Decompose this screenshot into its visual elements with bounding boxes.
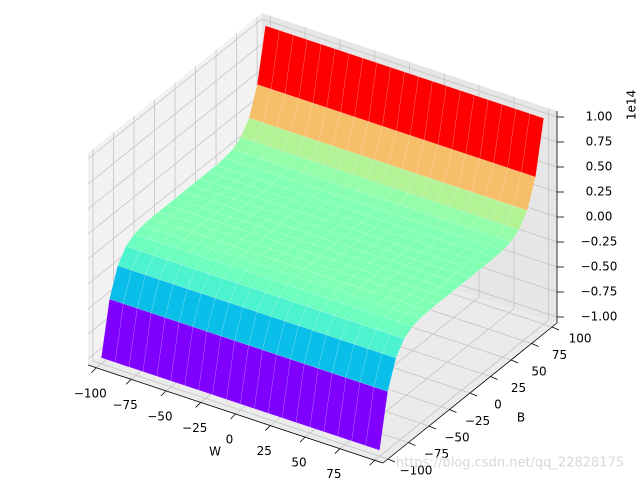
z-tick-label: 0.75 — [586, 135, 613, 149]
grid-line — [87, 43, 263, 185]
tick-mark — [91, 367, 97, 374]
x-tick-label: 25 — [257, 444, 272, 458]
tick-mark — [510, 359, 519, 364]
z-tick-label: 0.50 — [586, 160, 613, 174]
surface-patch — [463, 259, 487, 272]
x-tick-label: −75 — [112, 398, 137, 412]
axis-line — [87, 364, 384, 464]
surface-patch — [488, 236, 512, 251]
y-tick-label: −100 — [399, 464, 432, 478]
tick-mark — [428, 425, 437, 430]
z-tick-label: −0.75 — [581, 285, 618, 299]
z-tick-label: −1.00 — [581, 310, 618, 324]
y-axis-label: B — [517, 411, 525, 425]
tick-mark — [408, 442, 416, 446]
x-tick-label: −100 — [74, 386, 107, 400]
y-tick-label: 50 — [531, 364, 546, 378]
z-offset-label: 1e14 — [625, 90, 639, 120]
tick-mark — [531, 343, 539, 347]
surface-patch — [389, 321, 413, 339]
tick-mark — [469, 392, 478, 397]
grid-line — [87, 68, 263, 210]
surface-patch — [398, 313, 422, 327]
surface-patch — [447, 272, 471, 285]
grid-line — [87, 93, 263, 235]
grid-line — [261, 18, 558, 118]
surface-patch — [521, 113, 545, 178]
surface-patch — [381, 333, 405, 359]
z-tick-label: 0.25 — [586, 185, 613, 199]
axes: −100−75−50−250255075100−100−75−50−250255… — [74, 110, 618, 480]
y-tick-label: 0 — [494, 398, 502, 412]
z-tick-label: −0.50 — [581, 260, 618, 274]
surface-patch — [422, 292, 446, 305]
surface-patch — [480, 245, 504, 258]
grid-line — [87, 118, 263, 260]
z-tick-label: 1.00 — [586, 110, 613, 124]
x-tick-label: 75 — [326, 467, 341, 480]
tick-mark — [334, 448, 341, 454]
y-tick-label: −25 — [465, 414, 490, 428]
tick-mark — [449, 409, 457, 413]
surface-patch — [439, 279, 463, 292]
tick-mark — [299, 436, 306, 443]
z-tick-label: −0.25 — [581, 235, 618, 249]
tick-mark — [551, 326, 560, 331]
grid-line — [92, 360, 389, 460]
y-tick-label: 25 — [511, 381, 526, 395]
tick-mark — [387, 458, 396, 463]
x-axis-label: W — [209, 445, 221, 459]
x-tick-label: −50 — [147, 409, 172, 423]
tick-mark — [195, 402, 201, 408]
x-tick-label: 100 — [357, 479, 380, 480]
x-tick-label: 50 — [291, 456, 306, 470]
z-tick-label: 0.00 — [586, 210, 613, 224]
surface-patch — [430, 285, 454, 298]
surface-patch — [414, 299, 438, 312]
surface-patch — [471, 252, 495, 265]
tick-mark — [160, 390, 167, 397]
tick-mark — [490, 376, 498, 380]
y-tick-label: −75 — [424, 447, 449, 461]
x-tick-label: 0 — [226, 433, 234, 447]
grid-line — [87, 18, 263, 160]
y-tick-label: −50 — [444, 431, 469, 445]
tick-mark — [230, 413, 236, 420]
y-tick-label: 100 — [569, 331, 592, 345]
y-tick-label: 75 — [552, 348, 567, 362]
surface-patch — [496, 224, 520, 243]
x-tick-label: −25 — [182, 421, 207, 435]
axis-line — [382, 322, 558, 464]
watermark: https://blog.csdn.net/qq_22828175 — [396, 456, 624, 471]
surface-patch — [455, 266, 479, 278]
tick-mark — [369, 459, 375, 466]
tick-mark — [265, 425, 271, 431]
tick-mark — [125, 379, 132, 385]
surface — [100, 25, 545, 451]
